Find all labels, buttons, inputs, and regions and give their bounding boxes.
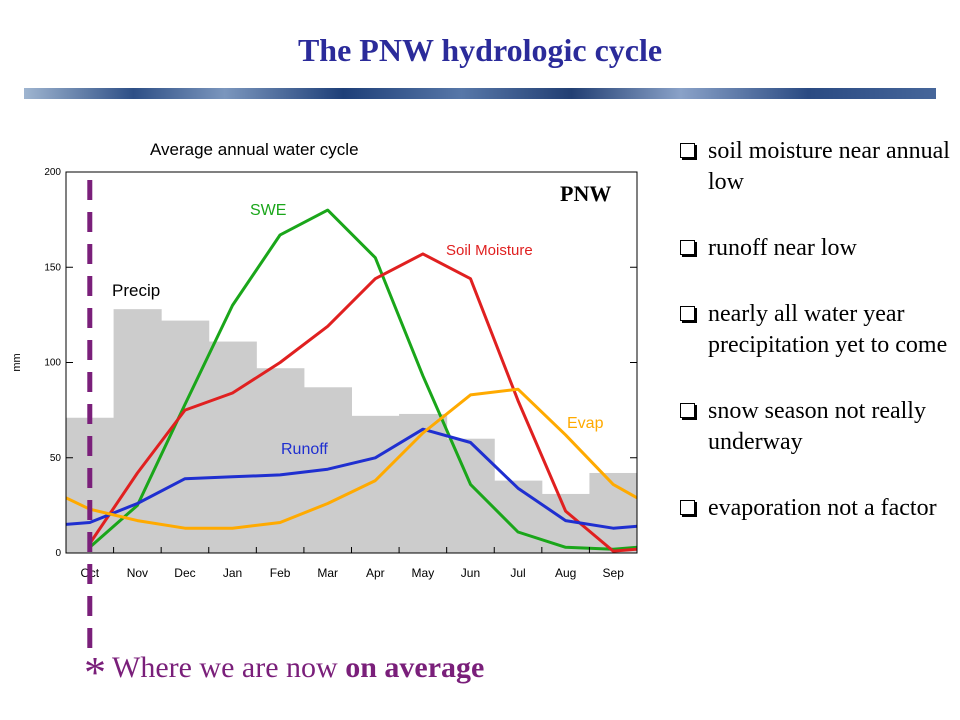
bullet-text: soil moisture near annual low [708,138,950,195]
slide-title: The PNW hydrologic cycle [297,32,663,68]
series-lines [66,208,637,553]
checkbox-bullet-icon [680,500,695,515]
precip-bar [208,341,257,553]
bullet-text: evaporation not a factor [708,495,937,521]
bullet-item: snow season not really underway [678,396,953,458]
y-tick-label: 150 [44,262,61,273]
bullet-item: soil moisture near annual low [678,136,953,198]
y-tick-label: 0 [55,548,61,559]
x-tick-label: Sep [603,566,625,580]
checkbox-bullet-icon [680,306,695,321]
x-tick-label: Feb [270,566,291,580]
series-label: Soil Moisture [446,242,533,259]
bullet-text: nearly all water year precipitation yet … [708,301,948,358]
precip-bars [66,309,637,553]
bullet-item: nearly all water year precipitation yet … [678,299,953,361]
y-tick-label: 100 [44,358,61,369]
y-axis-label: mm [11,353,23,371]
bullet-list: soil moisture near annual low runoff nea… [678,136,953,559]
bullet-item: evaporation not a factor [678,493,953,524]
checkbox-bullet-icon [680,240,695,255]
checkbox-bullet-icon [680,403,695,418]
series-label: Runoff [281,441,328,458]
precip-bar [446,438,495,553]
series-line-evap [66,387,637,530]
series-label: SWE [250,202,286,219]
checkbox-bullet-icon [680,143,695,158]
region-label: PNW [560,181,611,206]
series-line-runoff [66,427,637,530]
x-tick-label: Jun [461,566,480,580]
y-tick-label: 50 [50,453,62,464]
chart-title: Average annual water cycle [150,140,359,159]
x-tick-label: Apr [366,566,385,580]
asterisk: * [84,648,106,697]
x-tick-label: Aug [555,566,576,580]
x-tick-label: Jul [510,566,525,580]
title-band [24,88,936,99]
x-tick-label: Nov [127,566,148,580]
bullet-text: runoff near low [708,235,857,261]
y-tick-label: 200 [44,167,61,178]
bullet-item: runoff near low [678,233,953,264]
current-position-note: * Where we are now on average [84,647,484,698]
precip-bar [113,309,162,553]
series-line-swe [88,208,637,551]
precip-bar [351,415,400,553]
note-text: Where we are now [112,651,346,684]
series-line-soil-moisture [88,252,637,553]
x-tick-label: Mar [317,566,338,580]
note-emphasis: on average [345,651,485,684]
x-tick-label: Jan [223,566,242,580]
series-label: Evap [567,415,604,432]
bullet-text: snow season not really underway [708,398,926,455]
x-tick-label: Dec [174,566,195,580]
x-tick-label: May [412,566,435,580]
series-label: Precip [112,281,160,300]
